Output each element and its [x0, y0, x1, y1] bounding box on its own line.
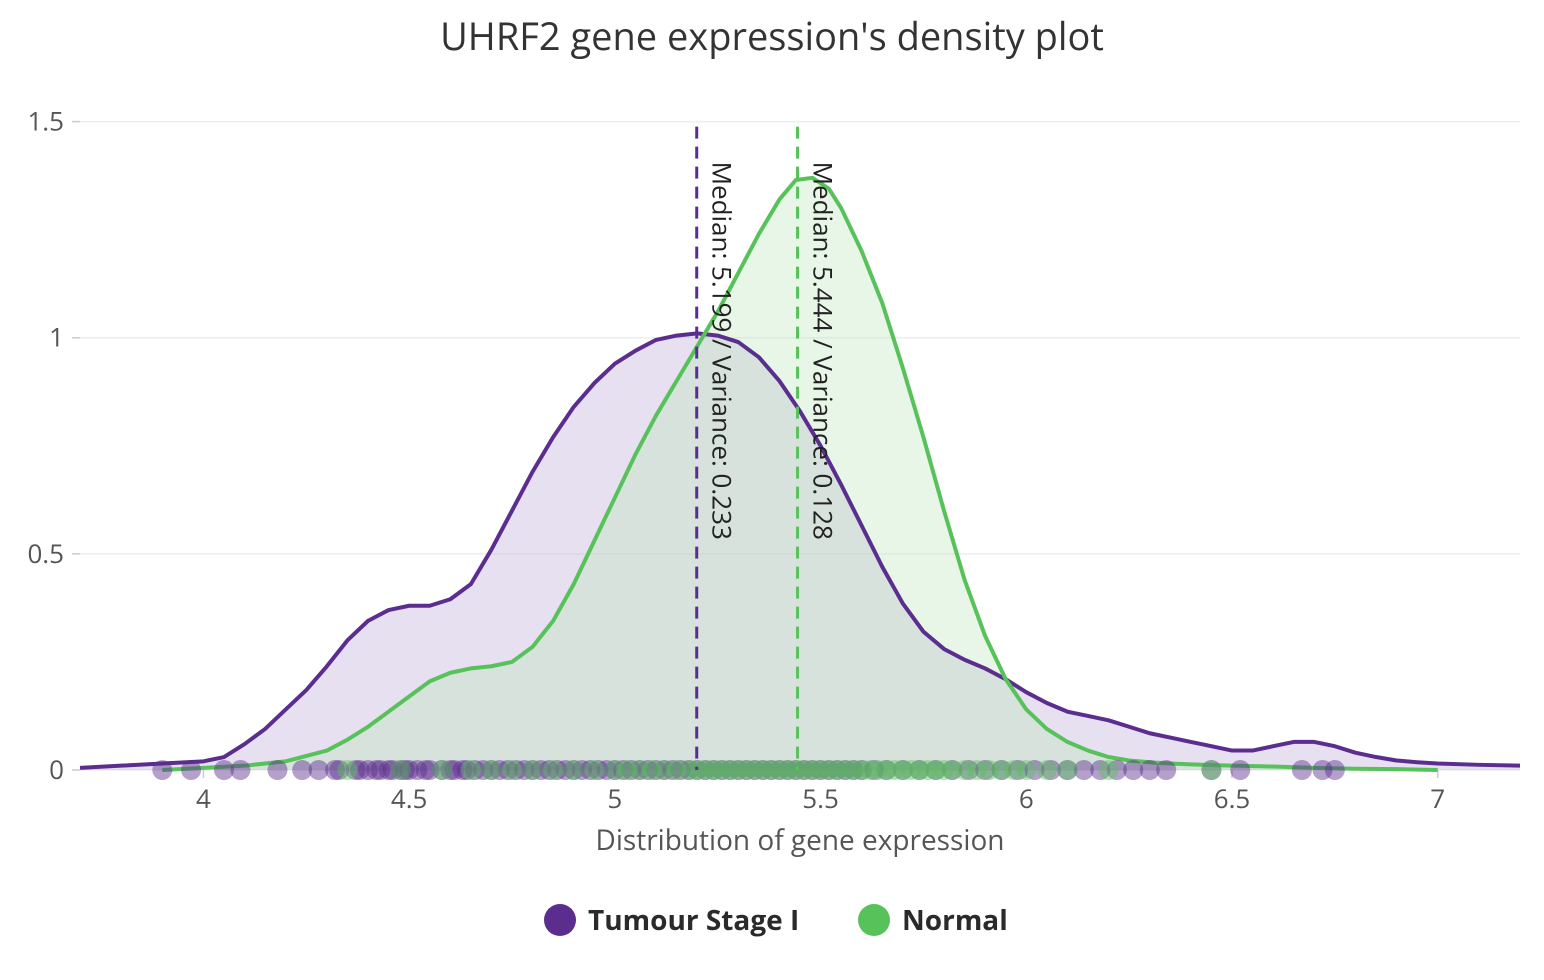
legend-swatch-normal[interactable]: [858, 904, 890, 936]
rug-point-normal: [523, 760, 543, 780]
x-tick-label: 4: [196, 780, 211, 816]
y-tick-label: 0.5: [27, 535, 64, 571]
median-text-normal: Median: 5.444 / Variance: 0.128: [806, 162, 842, 540]
x-tick-label: 4.5: [391, 780, 428, 816]
rug-point-tumour: [1156, 760, 1176, 780]
rug-point-normal: [481, 760, 501, 780]
rug-point-tumour: [1230, 760, 1250, 780]
x-tick-label: 6.5: [1214, 780, 1251, 816]
rug-point-normal: [543, 760, 563, 780]
x-axis-label: Distribution of gene expression: [596, 821, 1005, 859]
chart-title: UHRF2 gene expression's density plot: [440, 10, 1104, 62]
rug-point-tumour: [230, 760, 250, 780]
y-tick-label: 1.5: [27, 103, 64, 139]
rug-point-tumour: [267, 760, 287, 780]
x-tick-label: 6: [1019, 780, 1034, 816]
x-tick-label: 5.5: [802, 780, 839, 816]
rug-point-tumour: [181, 760, 201, 780]
rug-point-normal: [432, 760, 452, 780]
rug-point-normal: [1037, 760, 1057, 780]
y-tick-label: 0: [49, 751, 64, 787]
rug-point-normal: [502, 760, 522, 780]
y-tick-label: 1: [49, 319, 64, 355]
legend-label-normal[interactable]: Normal: [902, 901, 1008, 939]
rug-point-normal: [564, 760, 584, 780]
rug-point-normal: [1201, 760, 1221, 780]
rug-point-normal: [584, 760, 604, 780]
legend: Tumour Stage I Normal: [544, 901, 1008, 939]
rug-point-normal: [1016, 760, 1036, 780]
rug-point-tumour: [1325, 760, 1345, 780]
density-plot: 0 0.5 1 1.5 4 4.5 5 5.5 6 6.5 7 Median: 5.199 / Var…: [0, 0, 1544, 980]
legend-label-tumour[interactable]: Tumour Stage I: [588, 901, 799, 939]
x-tick-label: 5: [607, 780, 622, 816]
rug-point-tumour: [1292, 760, 1312, 780]
rug-point-tumour: [152, 760, 172, 780]
rug-point-normal: [391, 760, 411, 780]
x-tick-label: 7: [1430, 780, 1445, 816]
rug-point-normal: [337, 760, 357, 780]
median-text-tumour: Median: 5.199 / Variance: 0.233: [705, 162, 741, 540]
rug-point-normal: [1057, 760, 1077, 780]
legend-swatch-tumour[interactable]: [544, 904, 576, 936]
rug-point-normal: [1099, 760, 1119, 780]
rug-point-normal: [461, 760, 481, 780]
